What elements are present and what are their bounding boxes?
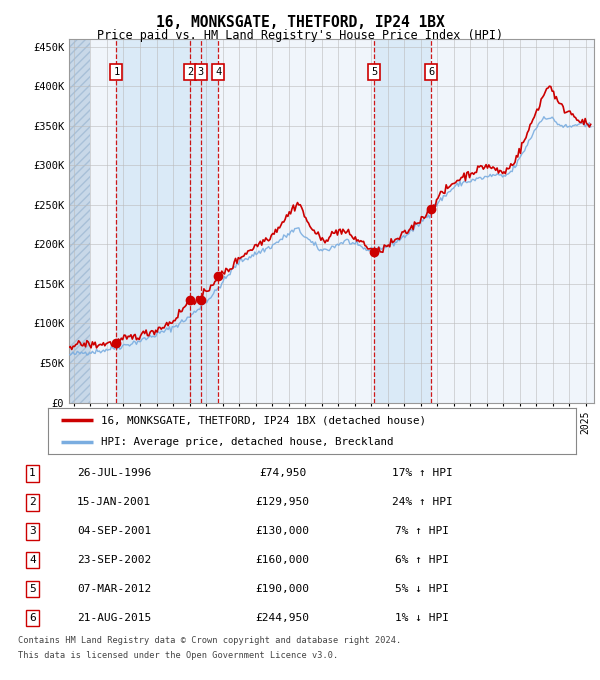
Text: 2: 2 — [29, 497, 36, 507]
Text: 6% ↑ HPI: 6% ↑ HPI — [395, 555, 449, 565]
Text: Price paid vs. HM Land Registry's House Price Index (HPI): Price paid vs. HM Land Registry's House … — [97, 29, 503, 41]
Text: 15-JAN-2001: 15-JAN-2001 — [77, 497, 151, 507]
Text: 6: 6 — [29, 613, 36, 623]
Text: 23-SEP-2002: 23-SEP-2002 — [77, 555, 151, 565]
Text: 07-MAR-2012: 07-MAR-2012 — [77, 584, 151, 594]
Text: 16, MONKSGATE, THETFORD, IP24 1BX (detached house): 16, MONKSGATE, THETFORD, IP24 1BX (detac… — [101, 415, 426, 426]
Bar — [69, 39, 91, 403]
Text: 26-JUL-1996: 26-JUL-1996 — [77, 469, 151, 479]
Text: 3: 3 — [29, 526, 36, 537]
Text: HPI: Average price, detached house, Breckland: HPI: Average price, detached house, Brec… — [101, 437, 394, 447]
Text: 2: 2 — [187, 67, 193, 77]
Text: 5: 5 — [371, 67, 377, 77]
Text: £190,000: £190,000 — [256, 584, 310, 594]
Text: 4: 4 — [29, 555, 36, 565]
Bar — [374, 39, 431, 403]
Text: 5: 5 — [29, 584, 36, 594]
Text: 04-SEP-2001: 04-SEP-2001 — [77, 526, 151, 537]
Text: 6: 6 — [428, 67, 434, 77]
Text: 24% ↑ HPI: 24% ↑ HPI — [392, 497, 453, 507]
Text: £130,000: £130,000 — [256, 526, 310, 537]
Text: 1: 1 — [113, 67, 119, 77]
Text: 17% ↑ HPI: 17% ↑ HPI — [392, 469, 453, 479]
Text: £74,950: £74,950 — [259, 469, 307, 479]
Text: This data is licensed under the Open Government Licence v3.0.: This data is licensed under the Open Gov… — [18, 651, 338, 660]
Text: Contains HM Land Registry data © Crown copyright and database right 2024.: Contains HM Land Registry data © Crown c… — [18, 636, 401, 645]
Text: 1% ↓ HPI: 1% ↓ HPI — [395, 613, 449, 623]
Text: £160,000: £160,000 — [256, 555, 310, 565]
Text: £244,950: £244,950 — [256, 613, 310, 623]
Text: 1: 1 — [29, 469, 36, 479]
Text: 21-AUG-2015: 21-AUG-2015 — [77, 613, 151, 623]
Text: 5% ↓ HPI: 5% ↓ HPI — [395, 584, 449, 594]
Bar — [116, 39, 218, 403]
Text: 4: 4 — [215, 67, 221, 77]
Text: 3: 3 — [197, 67, 204, 77]
Text: 7% ↑ HPI: 7% ↑ HPI — [395, 526, 449, 537]
Text: 16, MONKSGATE, THETFORD, IP24 1BX: 16, MONKSGATE, THETFORD, IP24 1BX — [155, 15, 445, 30]
Text: £129,950: £129,950 — [256, 497, 310, 507]
